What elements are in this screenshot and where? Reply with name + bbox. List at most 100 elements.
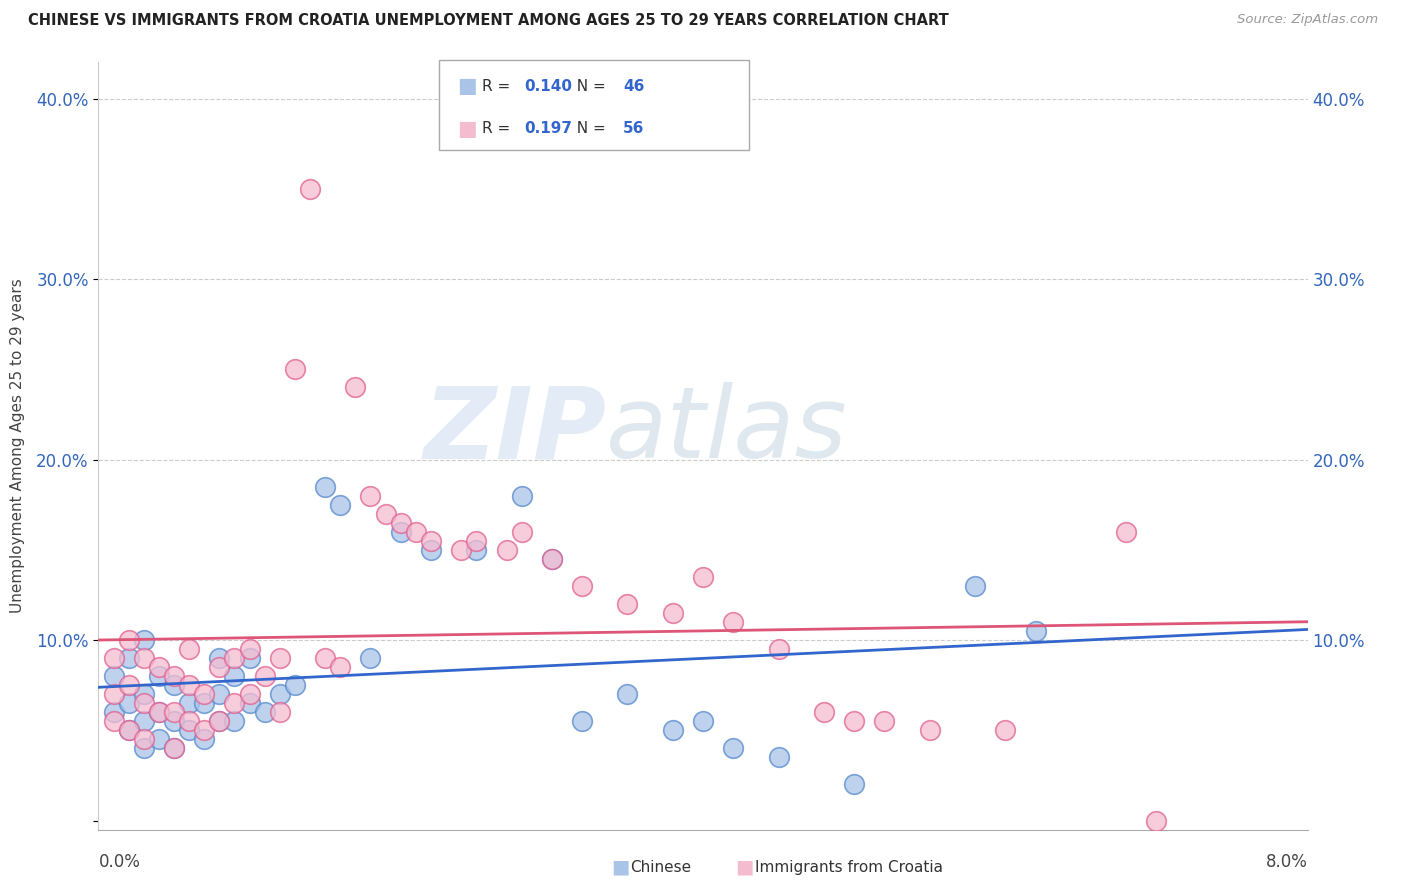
Point bbox=[193, 732, 215, 747]
Text: N =: N = bbox=[567, 121, 610, 136]
Text: Source: ZipAtlas.com: Source: ZipAtlas.com bbox=[1237, 13, 1378, 27]
Point bbox=[118, 633, 141, 648]
Point bbox=[269, 687, 291, 701]
Point bbox=[224, 696, 246, 710]
Point bbox=[193, 687, 215, 701]
Text: R =: R = bbox=[482, 78, 516, 94]
Point bbox=[224, 714, 246, 729]
Point bbox=[239, 651, 262, 665]
Point bbox=[132, 714, 155, 729]
Point bbox=[994, 723, 1017, 738]
Text: 56: 56 bbox=[623, 121, 644, 136]
Point bbox=[661, 606, 683, 620]
Point bbox=[163, 669, 186, 683]
Point bbox=[253, 705, 276, 719]
Point bbox=[1115, 524, 1137, 539]
Point bbox=[405, 524, 427, 539]
Point bbox=[918, 723, 941, 738]
Point bbox=[148, 705, 170, 719]
Point bbox=[103, 714, 125, 729]
Point bbox=[374, 507, 396, 521]
Y-axis label: Unemployment Among Ages 25 to 29 years: Unemployment Among Ages 25 to 29 years bbox=[10, 278, 25, 614]
Text: ■: ■ bbox=[612, 857, 630, 877]
Point bbox=[540, 551, 562, 566]
Point bbox=[344, 380, 367, 394]
Point bbox=[420, 542, 443, 557]
Point bbox=[163, 741, 186, 756]
Point bbox=[510, 489, 533, 503]
Text: ■: ■ bbox=[457, 76, 477, 96]
Point bbox=[132, 687, 155, 701]
Point bbox=[118, 723, 141, 738]
Text: Immigrants from Croatia: Immigrants from Croatia bbox=[755, 860, 943, 874]
Point bbox=[965, 579, 987, 593]
Point bbox=[420, 533, 443, 548]
Point bbox=[616, 687, 638, 701]
Point bbox=[465, 533, 488, 548]
Point bbox=[208, 714, 231, 729]
Point bbox=[314, 651, 336, 665]
Point bbox=[193, 723, 215, 738]
Point bbox=[103, 669, 125, 683]
Point bbox=[239, 696, 262, 710]
Point bbox=[314, 480, 336, 494]
Point bbox=[118, 651, 141, 665]
Point bbox=[224, 669, 246, 683]
Point bbox=[163, 714, 186, 729]
Point bbox=[661, 723, 683, 738]
Text: 0.140: 0.140 bbox=[524, 78, 572, 94]
Point bbox=[118, 678, 141, 692]
Text: atlas: atlas bbox=[606, 382, 848, 479]
Point bbox=[844, 777, 866, 791]
Point bbox=[132, 732, 155, 747]
Text: 8.0%: 8.0% bbox=[1265, 853, 1308, 871]
Point bbox=[148, 705, 170, 719]
Point bbox=[179, 678, 201, 692]
Point bbox=[163, 741, 186, 756]
Point bbox=[873, 714, 896, 729]
Point bbox=[148, 660, 170, 674]
Point bbox=[239, 687, 262, 701]
Point bbox=[571, 714, 593, 729]
Point bbox=[179, 642, 201, 657]
Point bbox=[329, 498, 352, 512]
Point bbox=[208, 714, 231, 729]
Point bbox=[179, 723, 201, 738]
Point bbox=[179, 714, 201, 729]
Point bbox=[723, 741, 745, 756]
Point bbox=[844, 714, 866, 729]
Text: ZIP: ZIP bbox=[423, 382, 606, 479]
Point bbox=[163, 678, 186, 692]
Point bbox=[299, 182, 322, 196]
Point bbox=[253, 669, 276, 683]
Point bbox=[284, 678, 307, 692]
Point bbox=[224, 651, 246, 665]
Point bbox=[540, 551, 562, 566]
Point bbox=[360, 651, 382, 665]
Point bbox=[132, 741, 155, 756]
Point bbox=[118, 723, 141, 738]
Text: 0.197: 0.197 bbox=[524, 121, 572, 136]
Point bbox=[148, 669, 170, 683]
Point bbox=[208, 687, 231, 701]
Point bbox=[118, 696, 141, 710]
Point bbox=[692, 570, 714, 584]
Point bbox=[103, 705, 125, 719]
Point bbox=[616, 597, 638, 611]
Text: 46: 46 bbox=[623, 78, 644, 94]
Point bbox=[510, 524, 533, 539]
Point bbox=[179, 696, 201, 710]
Point bbox=[329, 660, 352, 674]
Point bbox=[132, 651, 155, 665]
Point bbox=[132, 633, 155, 648]
Point bbox=[389, 516, 412, 530]
Text: CHINESE VS IMMIGRANTS FROM CROATIA UNEMPLOYMENT AMONG AGES 25 TO 29 YEARS CORREL: CHINESE VS IMMIGRANTS FROM CROATIA UNEMP… bbox=[28, 13, 949, 29]
Text: ■: ■ bbox=[735, 857, 754, 877]
Point bbox=[768, 642, 790, 657]
Point bbox=[813, 705, 835, 719]
Point bbox=[495, 542, 517, 557]
Text: ■: ■ bbox=[457, 119, 477, 138]
Point bbox=[208, 651, 231, 665]
Point bbox=[193, 696, 215, 710]
Point bbox=[284, 362, 307, 376]
